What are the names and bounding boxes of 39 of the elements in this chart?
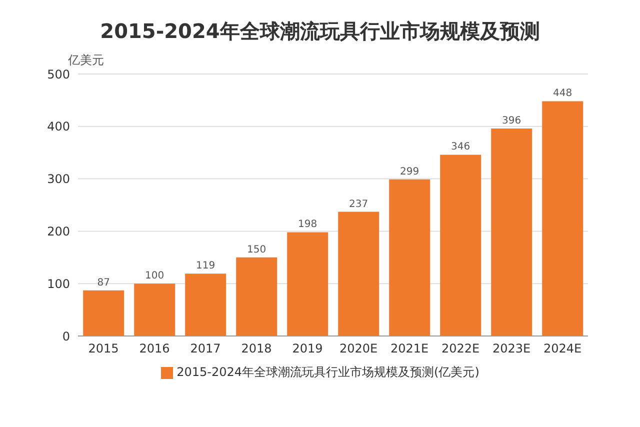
y-tick-label: 200 — [47, 224, 70, 238]
data-label: 100 — [145, 270, 164, 282]
data-label: 150 — [247, 244, 266, 256]
y-tick-label: 0 — [62, 329, 70, 344]
data-label: 87 — [97, 277, 110, 288]
bar — [542, 101, 584, 336]
x-tick-label: 2021E — [390, 342, 429, 356]
x-tick-label: 2015 — [88, 342, 119, 356]
x-tick-label: 2023E — [492, 342, 531, 356]
x-tick-label: 2022E — [441, 342, 480, 356]
bar — [236, 257, 278, 336]
data-label: 198 — [298, 219, 318, 230]
x-tick-label: 2024E — [543, 342, 582, 356]
data-label: 448 — [553, 88, 572, 100]
y-tick-label: 500 — [47, 67, 70, 82]
y-axis-title: 亿美元 — [68, 52, 104, 69]
x-tick-label: 2017 — [190, 342, 221, 356]
data-label: 119 — [196, 260, 216, 272]
y-tick-label: 400 — [47, 120, 70, 134]
x-tick-label: 2018 — [241, 342, 272, 356]
chart-title: 2015-2024年全球潮流玩具行业市场规模及预测 — [99, 18, 541, 45]
x-tick-label: 2019 — [292, 342, 323, 356]
data-label: 237 — [349, 198, 368, 210]
bar — [338, 212, 380, 336]
x-tick-label: 2020E — [339, 342, 378, 356]
y-tick-label: 100 — [47, 276, 70, 291]
bar — [287, 232, 328, 336]
data-label: 396 — [502, 115, 522, 126]
bar — [491, 128, 532, 336]
bar — [389, 179, 430, 336]
x-tick-label: 2016 — [139, 342, 170, 356]
data-label: 346 — [451, 142, 470, 153]
bar — [440, 154, 482, 336]
legend-label: 2015-2024年全球潮流玩具行业市场规模及预测(亿美元) — [176, 364, 480, 381]
bar — [185, 274, 226, 336]
bar — [83, 290, 124, 336]
data-label: 299 — [400, 166, 420, 178]
y-tick-label: 300 — [47, 172, 70, 186]
bar — [134, 284, 176, 336]
